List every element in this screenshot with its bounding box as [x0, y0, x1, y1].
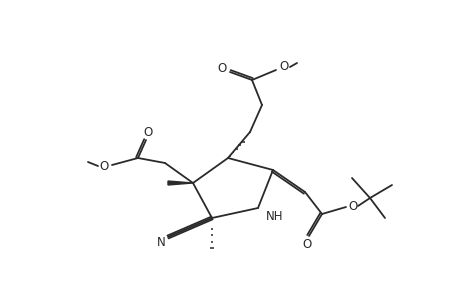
- Text: O: O: [302, 238, 311, 250]
- Text: O: O: [99, 160, 108, 172]
- Text: N: N: [156, 236, 165, 250]
- Polygon shape: [168, 181, 193, 185]
- Text: O: O: [279, 61, 288, 74]
- Text: O: O: [217, 61, 226, 74]
- Text: O: O: [143, 125, 152, 139]
- Text: O: O: [347, 200, 357, 212]
- Text: NH: NH: [265, 211, 283, 224]
